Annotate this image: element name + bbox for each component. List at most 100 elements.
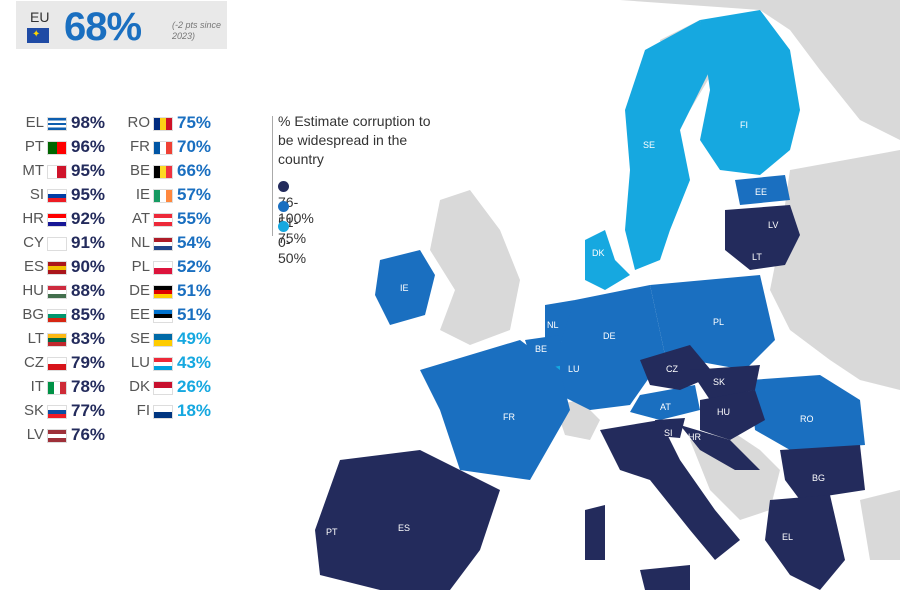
map-label-dk: DK — [592, 248, 605, 258]
flag-at-icon — [153, 213, 173, 227]
country-value: 90% — [71, 257, 106, 276]
country-value: 91% — [71, 233, 106, 252]
country-code: HU — [22, 282, 44, 299]
country-row-es: ES 90% — [4, 257, 114, 277]
country-code: LU — [130, 354, 150, 371]
legend-dot-icon — [278, 221, 289, 232]
country-value: 52% — [177, 257, 212, 276]
flag-se-icon — [153, 333, 173, 347]
country-row-nl: NL 54% — [110, 233, 220, 253]
country-row-se: SE 49% — [110, 329, 220, 349]
eu-flag-icon: ✦ — [27, 28, 49, 43]
country-fi — [700, 10, 800, 175]
flag-lt-icon — [47, 333, 67, 347]
flag-lv-icon — [47, 429, 67, 443]
country-code: BG — [22, 306, 44, 323]
country-code: ES — [23, 258, 44, 275]
legend-item-light: 0-50% — [278, 218, 306, 266]
eu-summary-box: EU ✦ 68% (-2 pts since 2023) — [16, 1, 227, 49]
country-code: NL — [130, 234, 150, 251]
flag-hr-icon — [47, 213, 67, 227]
country-row-bg: BG 85% — [4, 305, 114, 325]
country-row-de: DE 51% — [110, 281, 220, 301]
map-label-fr: FR — [503, 412, 515, 422]
dark-tier-countries — [315, 205, 865, 590]
map-label-at: AT — [660, 402, 671, 412]
country-value: 49% — [177, 329, 212, 348]
country-code: DE — [129, 282, 150, 299]
country-value: 26% — [177, 377, 212, 396]
country-value: 70% — [177, 137, 212, 156]
flag-dk-icon — [153, 381, 173, 395]
country-code: HR — [22, 210, 44, 227]
country-row-cz: CZ 79% — [4, 353, 114, 373]
country-sk — [690, 365, 760, 400]
country-row-mt: MT 95% — [4, 161, 114, 181]
country-code: MT — [22, 162, 44, 179]
country-code: PL — [131, 258, 150, 275]
country-de — [560, 285, 665, 410]
flag-fr-icon — [153, 141, 173, 155]
country-row-cy: CY 91% — [4, 233, 114, 253]
flag-si-icon — [47, 189, 67, 203]
country-es-pt — [315, 450, 500, 590]
flag-ro-icon — [153, 117, 173, 131]
country-code: DK — [129, 378, 150, 395]
flag-be-icon — [153, 165, 173, 179]
country-value: 98% — [71, 113, 106, 132]
light-tier-countries — [555, 10, 800, 375]
turkey — [860, 490, 900, 560]
country-value: 57% — [177, 185, 212, 204]
country-value: 66% — [177, 161, 212, 180]
country-code: LT — [27, 330, 44, 347]
flag-ie-icon — [153, 189, 173, 203]
map-label-ee: EE — [755, 187, 767, 197]
country-code: EL — [25, 114, 44, 131]
country-row-it: IT 78% — [4, 377, 114, 397]
map-label-lt: LT — [752, 252, 762, 262]
europe-map: SE FI EE LV LT DK IE NL BE LU DE PL CZ S… — [315, 0, 900, 590]
flag-pt-icon — [47, 141, 67, 155]
country-value: 77% — [71, 401, 106, 420]
country-value: 18% — [177, 401, 212, 420]
map-label-fi: FI — [740, 120, 748, 130]
country-row-hu: HU 88% — [4, 281, 114, 301]
country-value: 51% — [177, 281, 212, 300]
map-label-el: EL — [782, 532, 793, 542]
country-value: 85% — [71, 305, 106, 324]
flag-hu-icon — [47, 285, 67, 299]
map-label-bg: BG — [812, 473, 825, 483]
country-code: EE — [129, 306, 150, 323]
flag-bg-icon — [47, 309, 67, 323]
country-row-lv: LV 76% — [4, 425, 114, 445]
country-code: RO — [127, 114, 151, 131]
flag-nl-icon — [153, 237, 173, 251]
country-code: CZ — [24, 354, 44, 371]
country-code: IT — [30, 378, 44, 395]
country-ro — [750, 375, 865, 450]
country-value: 92% — [71, 209, 106, 228]
country-ee — [735, 175, 790, 205]
country-lv-lt — [725, 205, 800, 270]
country-row-ie: IE 57% — [110, 185, 220, 205]
country-dk — [585, 230, 630, 290]
flag-el-icon — [47, 117, 67, 131]
country-code: FI — [136, 402, 150, 419]
map-label-it: IT — [635, 487, 644, 497]
legend-dot-icon — [278, 181, 289, 192]
eu-value: 68% — [64, 5, 142, 49]
country-value: 75% — [177, 113, 212, 132]
legend-divider — [272, 116, 273, 236]
country-row-ro: RO 75% — [110, 113, 220, 133]
flag-ee-icon — [153, 309, 173, 323]
country-row-lt: LT 83% — [4, 329, 114, 349]
map-label-lu: LU — [568, 364, 580, 374]
map-label-se: SE — [643, 140, 655, 150]
map-label-hu: HU — [717, 407, 730, 417]
country-value: 55% — [177, 209, 212, 228]
country-value: 96% — [71, 137, 106, 156]
eu-change-note: (-2 pts since 2023) — [172, 20, 222, 41]
country-el — [765, 495, 845, 590]
country-row-pt: PT 96% — [4, 137, 114, 157]
country-code: PT — [24, 138, 44, 155]
